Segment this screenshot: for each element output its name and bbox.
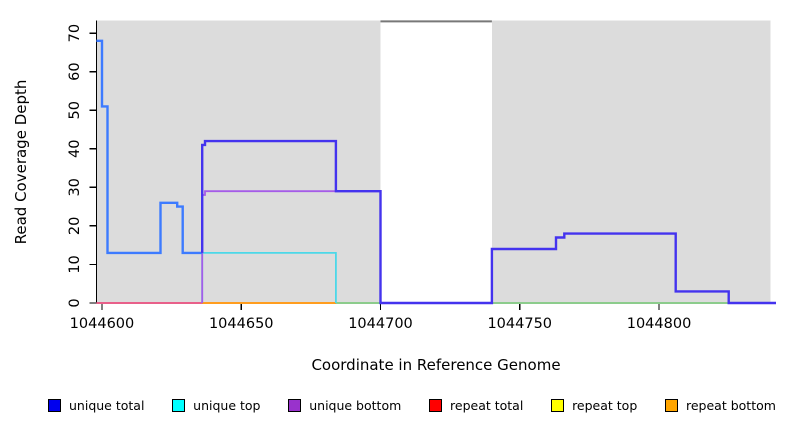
y-tick-label: 70	[67, 24, 83, 42]
legend-label: unique top	[193, 398, 261, 413]
covered-region-2	[491, 20, 771, 304]
legend-label: unique total	[69, 398, 145, 413]
x-tick-label: 1044700	[348, 316, 413, 332]
covered-region-1	[96, 20, 381, 304]
x-axis-title: Coordinate in Reference Genome	[311, 356, 561, 374]
legend-item-unique-top: unique top	[172, 398, 260, 413]
legend-item-repeat-top: repeat top	[551, 398, 637, 413]
unique-total-and-top-overlap-line	[96, 39, 203, 255]
legend-swatch	[551, 399, 565, 412]
legend: unique total unique top unique bottom repea…	[0, 398, 792, 413]
x-tick-label: 1044600	[70, 316, 135, 332]
y-tick-label: 60	[67, 62, 83, 80]
legend-item-unique-total: unique total	[48, 398, 144, 413]
legend-item-unique-bottom: unique bottom	[288, 398, 401, 413]
legend-label: repeat bottom	[686, 398, 776, 413]
legend-swatch	[48, 399, 61, 412]
legend-item-repeat-bottom: repeat bottom	[665, 398, 776, 413]
legend-label: repeat top	[572, 398, 638, 413]
chart-plot-area: 1044600 1044650 1044700 1044750 1044800 0 10 20…	[67, 20, 776, 332]
y-tick-label: 50	[67, 101, 83, 119]
y-tick-label: 40	[67, 140, 83, 158]
x-tick-label: 1044650	[209, 316, 274, 332]
y-tick-label: 0	[67, 298, 83, 307]
x-tick-label: 1044800	[627, 316, 692, 332]
legend-item-repeat-total: repeat total	[429, 398, 523, 413]
y-tick-label: 20	[67, 217, 83, 235]
legend-label: repeat total	[450, 398, 524, 413]
legend-swatch	[288, 399, 302, 412]
x-tick-label: 1044750	[487, 316, 552, 332]
legend-swatch	[429, 399, 443, 412]
unique-total-line	[200, 139, 776, 305]
y-axis-title: Read Coverage Depth	[12, 79, 30, 245]
y-tick-label: 30	[67, 178, 83, 196]
legend-label: unique bottom	[309, 398, 402, 413]
y-tick-label: 10	[67, 255, 83, 273]
legend-swatch	[172, 399, 186, 412]
legend-swatch	[665, 399, 678, 412]
